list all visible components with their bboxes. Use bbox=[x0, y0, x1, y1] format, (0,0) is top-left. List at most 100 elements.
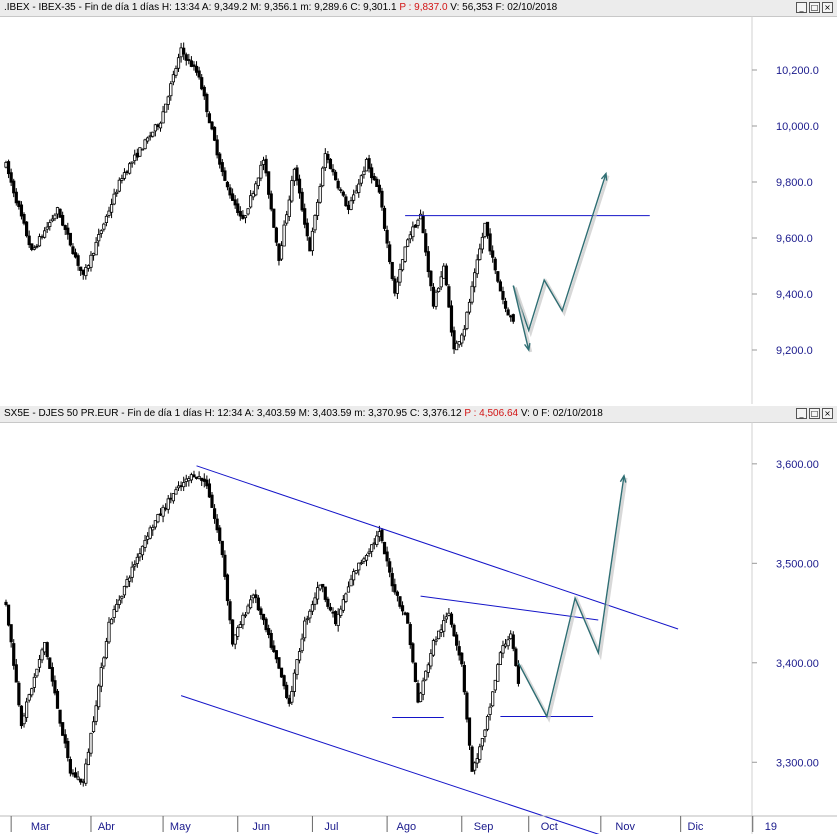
candle bbox=[223, 550, 227, 580]
sx5e-minimize-button[interactable]: _ bbox=[796, 408, 807, 419]
candle bbox=[63, 224, 67, 235]
candle bbox=[156, 123, 160, 131]
candle bbox=[496, 271, 500, 284]
candle bbox=[431, 638, 436, 657]
candle bbox=[256, 177, 260, 190]
candle-body-up bbox=[395, 281, 400, 294]
ibex-symbol: .IBEX - IBEX-35 - Fin de día 1 días bbox=[4, 2, 160, 13]
candle-body-up bbox=[182, 482, 186, 488]
candle-body-up bbox=[246, 208, 250, 215]
candle-body-down bbox=[346, 204, 351, 210]
candle bbox=[189, 472, 193, 484]
candle bbox=[328, 602, 333, 612]
sx5e-date: F: 02/10/2018 bbox=[541, 408, 603, 419]
trend-line bbox=[196, 465, 679, 630]
candle-body-up bbox=[176, 485, 181, 489]
candle-body-down bbox=[63, 734, 67, 744]
candle bbox=[480, 738, 484, 751]
candle bbox=[212, 126, 217, 142]
candle-body-up bbox=[442, 265, 446, 279]
candle-body-down bbox=[17, 200, 21, 207]
candle-body-up bbox=[480, 738, 484, 747]
projection-arrow-shadow bbox=[519, 477, 628, 723]
candle-body-up bbox=[37, 236, 42, 247]
candle bbox=[61, 722, 65, 736]
sx5e-volume: V: 0 bbox=[520, 408, 539, 419]
candle-body-down bbox=[12, 180, 16, 194]
candle-body-down bbox=[197, 70, 201, 78]
sx5e-close-button[interactable]: × bbox=[822, 408, 833, 419]
candle-body-down bbox=[452, 330, 456, 350]
candle-body-down bbox=[187, 59, 191, 61]
candle bbox=[339, 605, 343, 618]
candle bbox=[390, 567, 394, 592]
ibex-candlestick-chart: 9,200.0 9,400.0 9,600.0 9,800.0 10,000.0 10,2… bbox=[4, 16, 819, 404]
candle-body-up bbox=[367, 551, 371, 554]
candle-body-up bbox=[115, 603, 119, 612]
candle-body-up bbox=[491, 691, 495, 707]
ibex-restore-button[interactable]: □ bbox=[809, 2, 820, 13]
candle-body-up bbox=[285, 214, 289, 224]
candle-body-down bbox=[274, 227, 278, 243]
candle-body-down bbox=[467, 717, 472, 746]
ibex-high: M: 9,356.1 bbox=[250, 2, 298, 13]
candle-body-up bbox=[251, 193, 255, 198]
y-tick-label: 10,200.0 bbox=[776, 65, 819, 77]
x-tick-label: Sep bbox=[474, 821, 494, 833]
candle-body-up bbox=[104, 641, 109, 659]
candle bbox=[220, 540, 224, 558]
candle bbox=[35, 668, 39, 678]
candle-body-up bbox=[339, 608, 343, 616]
candle-body-up bbox=[197, 476, 201, 479]
candle bbox=[264, 155, 268, 177]
candle bbox=[364, 553, 369, 567]
candle-body-down bbox=[205, 94, 209, 113]
candle bbox=[179, 481, 183, 492]
candle-body-down bbox=[9, 172, 13, 183]
candle-body-down bbox=[452, 624, 456, 637]
candle bbox=[429, 270, 433, 292]
candle-body-down bbox=[264, 618, 268, 631]
candle-body-up bbox=[97, 685, 101, 708]
candle bbox=[516, 660, 521, 687]
candle-body-up bbox=[107, 621, 111, 643]
x-tick-label: Jun bbox=[252, 821, 270, 833]
candle bbox=[279, 241, 284, 261]
candle bbox=[89, 732, 93, 757]
candle bbox=[277, 243, 281, 266]
candle-body-up bbox=[496, 664, 500, 682]
candle bbox=[81, 778, 85, 787]
candle bbox=[408, 231, 412, 244]
candle bbox=[274, 226, 278, 247]
ibex-minimize-button[interactable]: _ bbox=[796, 2, 807, 13]
candle-body-up bbox=[166, 498, 170, 510]
candle-body-up bbox=[99, 667, 103, 687]
candle-body-down bbox=[230, 193, 235, 201]
candle-body-down bbox=[514, 648, 518, 667]
candle bbox=[393, 275, 397, 297]
candle-body-down bbox=[503, 300, 508, 309]
candle-body-up bbox=[424, 670, 428, 681]
candle bbox=[339, 187, 343, 194]
candle bbox=[223, 167, 227, 182]
candle-body-down bbox=[212, 508, 217, 519]
candle-body-down bbox=[66, 227, 70, 235]
candle-body-down bbox=[22, 214, 26, 224]
candle-body-up bbox=[478, 248, 482, 260]
candle-body-up bbox=[86, 751, 90, 766]
candle bbox=[457, 640, 461, 661]
candle bbox=[336, 608, 340, 632]
candle bbox=[267, 624, 271, 639]
candle bbox=[411, 642, 415, 664]
candle-body-up bbox=[94, 241, 98, 256]
candle bbox=[279, 667, 284, 678]
candle-body-up bbox=[148, 135, 152, 138]
candle-body-down bbox=[470, 746, 474, 772]
ibex-close-button[interactable]: × bbox=[822, 2, 833, 13]
candle bbox=[97, 228, 101, 247]
candle bbox=[45, 641, 49, 660]
candle bbox=[346, 581, 351, 593]
candle-body-down bbox=[215, 518, 219, 531]
sx5e-restore-button[interactable]: □ bbox=[809, 408, 820, 419]
x-tick-label: Oct bbox=[541, 821, 558, 833]
